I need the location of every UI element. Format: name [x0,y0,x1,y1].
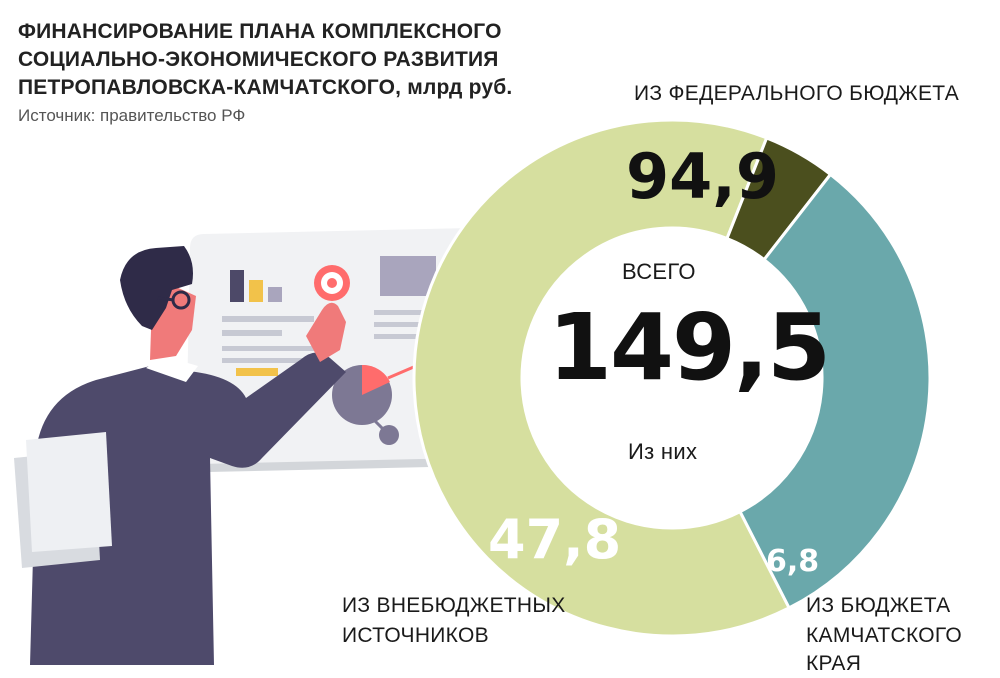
total-value: 149,5 [548,294,831,401]
slice-value-extra: 47,8 [488,508,622,571]
slice-name-regional-line1: ИЗ БЮДЖЕТА [806,594,951,617]
slice-value-regional: 6,8 [766,544,820,579]
slice-name-extra-line1: ИЗ ВНЕБЮДЖЕТНЫХ [342,594,566,617]
donut-hole [522,228,822,528]
target-icon [314,265,350,301]
papers-icon [14,432,112,568]
document-icon [380,256,436,296]
businessman-icon [30,246,346,665]
center-bottom-label: Из них [628,439,698,464]
slice-name-federal: ИЗ ФЕДЕРАЛЬНОГО БЮДЖЕТА [634,82,960,105]
bar-chart-icon [230,270,282,302]
chart-title-main: ФИНАНСИРОВАНИЕ ПЛАНА КОМПЛЕКСНОГО СОЦИАЛ… [18,20,502,99]
chart-title-unit: млрд руб. [407,76,513,99]
center-top-label: ВСЕГО [622,259,696,284]
slice-name-regional-line2: КАМЧАТСКОГО КРАЯ [806,624,963,675]
source-note: Источник: правительство РФ [18,106,246,125]
chart-title: ФИНАНСИРОВАНИЕ ПЛАНА КОМПЛЕКСНОГО СОЦИАЛ… [18,18,578,102]
pie-chart-icon [332,360,423,445]
slice-value-federal: 94,9 [626,140,779,213]
document-lines [222,310,438,376]
slice-name-extra-line2: ИСТОЧНИКОВ [342,624,489,647]
